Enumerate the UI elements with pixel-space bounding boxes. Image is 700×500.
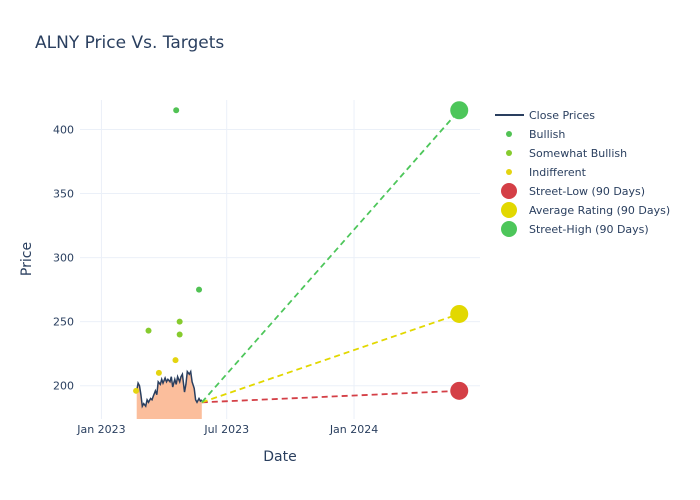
rating-point	[133, 387, 140, 394]
legend-dot-swatch	[506, 131, 512, 137]
legend-label: Street-Low (90 Days)	[529, 185, 645, 198]
rating-point	[176, 331, 183, 338]
rating-point	[172, 357, 179, 364]
x-tick-label: Jan 2023	[76, 423, 125, 436]
chart-title: ALNY Price Vs. Targets	[35, 33, 225, 53]
rating-point	[145, 327, 152, 334]
target-marker	[450, 101, 469, 120]
close-price-line	[135, 369, 203, 409]
close-price-area	[136, 371, 202, 419]
rating-point	[173, 107, 180, 114]
rating-point	[176, 318, 183, 325]
grid	[80, 100, 480, 419]
rating-point	[196, 286, 203, 293]
rating-point	[155, 369, 162, 376]
legend: Close Prices Bullish Somewhat Bullish Indif…	[495, 109, 670, 237]
x-axis-label: Date	[263, 449, 296, 465]
legend-label: Average Rating (90 Days)	[529, 204, 670, 217]
target-line	[201, 109, 460, 403]
target-line	[201, 389, 460, 404]
legend-dot-swatch	[506, 150, 512, 156]
legend-label: Indifferent	[529, 166, 587, 179]
y-tick-label: 350	[53, 188, 74, 201]
y-axis-label: Price	[19, 242, 35, 276]
legend-dot-swatch	[506, 169, 512, 175]
y-tick-label: 300	[53, 252, 74, 265]
legend-dot-swatch	[501, 183, 517, 199]
y-tick-label: 200	[53, 380, 74, 393]
x-tick-label: Jan 2024	[329, 423, 378, 436]
legend-dot-swatch	[501, 202, 517, 218]
target-line	[201, 313, 460, 404]
legend-label: Somewhat Bullish	[529, 147, 627, 160]
y-tick-label: 400	[53, 123, 74, 136]
legend-dot-swatch	[501, 221, 517, 237]
plot-area	[133, 101, 469, 419]
legend-label: Bullish	[529, 128, 565, 141]
target-marker	[450, 304, 469, 323]
axis-ticks: 200 250 300 350 400 Jan 2023 Jul 2023 Jan 2024	[53, 123, 378, 436]
x-tick-label: Jul 2023	[203, 423, 249, 436]
y-tick-label: 250	[53, 316, 74, 329]
target-marker	[450, 381, 469, 400]
legend-label: Street-High (90 Days)	[529, 223, 649, 236]
legend-label: Close Prices	[529, 109, 595, 122]
